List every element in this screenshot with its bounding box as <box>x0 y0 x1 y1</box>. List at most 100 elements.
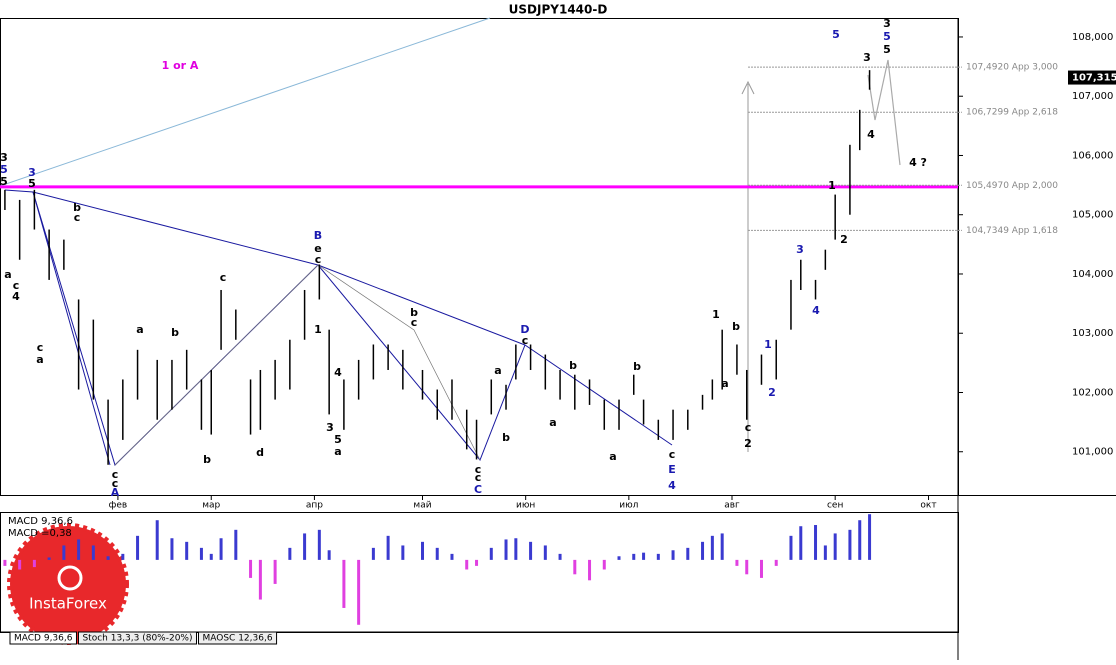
macd-bar <box>759 559 763 578</box>
macd-bar <box>249 559 253 578</box>
macd-bar <box>465 559 469 570</box>
macd-bar <box>799 526 803 560</box>
macd-bar <box>450 553 454 560</box>
macd-bar <box>91 545 95 560</box>
wave-label: B <box>314 229 322 242</box>
macd-bar <box>504 539 508 560</box>
wave-label: b <box>203 453 211 466</box>
wave-label: 5 <box>0 175 8 188</box>
fib-level-label: 106,7299 App 2,618 <box>966 108 1058 118</box>
chart-title: USDJPY1440-D <box>509 3 608 17</box>
wave-label: b <box>410 306 418 319</box>
wave-label: 2 <box>768 386 776 399</box>
wave-label: b <box>633 360 641 373</box>
macd-bar <box>529 541 533 560</box>
x-tick-label: июн <box>516 501 535 511</box>
macd-bar <box>106 556 110 560</box>
tab-box <box>77 631 197 645</box>
indicator-tab[interactable]: Stoch 13,3,3 (80%-20%) <box>77 631 197 645</box>
macd-bar <box>401 545 405 560</box>
macd-bar <box>209 553 213 560</box>
macd-bar <box>317 529 321 560</box>
macd-bar <box>656 553 660 560</box>
wave-label: c <box>669 448 676 461</box>
macd-bar <box>632 553 636 560</box>
macd-bar <box>602 559 606 570</box>
x-tick-label: окт <box>920 501 936 511</box>
wave-label: 2 <box>744 437 752 450</box>
macd-bar <box>170 538 174 560</box>
macd-bar <box>833 533 837 560</box>
wave-label: c <box>112 477 119 490</box>
wave-label: 4 ? <box>909 156 927 169</box>
macd-bar <box>475 559 479 566</box>
macd-bar <box>342 559 346 608</box>
wave-label: b <box>569 359 577 372</box>
macd-bar <box>573 559 577 575</box>
macd-bar <box>32 559 36 568</box>
wave-label: 5 <box>883 30 891 43</box>
macd-bar <box>489 547 493 560</box>
macd-bar <box>642 552 646 560</box>
wave-label: 1 <box>764 338 772 351</box>
wave-label: b <box>502 431 510 444</box>
tab-box <box>9 631 77 645</box>
macd-bar <box>543 545 547 560</box>
wave-label: 1 <box>314 323 322 336</box>
macd-value: MACD =0,38 <box>8 528 72 539</box>
x-tick-label: май <box>413 501 431 511</box>
macd-bar <box>47 557 51 560</box>
wave-label: d <box>256 446 264 459</box>
macd-bar <box>558 553 562 560</box>
target-arrow-head <box>741 80 755 95</box>
wave-label: 5 <box>883 43 891 56</box>
wave-label: 3 <box>883 17 891 30</box>
wave-label: E <box>668 463 676 476</box>
fib-level-label: 105,4970 App 2,000 <box>966 181 1058 191</box>
macd-bar <box>617 556 621 560</box>
fib-level-label: 107,4920 App 3,000 <box>966 63 1058 73</box>
macd-bar <box>435 547 439 560</box>
macd-bar <box>3 559 7 566</box>
y-tick-label: 108,000 <box>1072 32 1113 43</box>
wave-label: c <box>522 334 529 347</box>
wave-label: C <box>474 483 482 496</box>
wave-label: a <box>721 377 728 390</box>
indicator-tab[interactable]: MAOSC 12,36,6 <box>198 631 278 645</box>
wave-label: c <box>112 468 119 481</box>
macd-bar <box>774 559 778 566</box>
wave-label: 4 <box>867 128 875 141</box>
trend-line <box>0 17 491 187</box>
wave-label: b <box>171 326 179 339</box>
subwave-line <box>114 264 481 466</box>
macd-bar <box>710 535 714 560</box>
macd-bar <box>514 538 518 560</box>
wave-label: b <box>732 320 740 333</box>
macd-bar <box>588 559 592 581</box>
wave-label: 5 <box>832 28 840 41</box>
wave-label: a <box>36 353 43 366</box>
logo-text: InstaForex <box>29 595 107 613</box>
wave-label: a <box>609 450 616 463</box>
indicator-tab[interactable]: MACD 9,36,6 <box>9 631 77 645</box>
x-tick-label: мар <box>202 501 220 511</box>
wave-label: c <box>475 471 482 484</box>
wave-label: a <box>136 323 143 336</box>
x-tick-label: сен <box>827 501 843 511</box>
wave-label: 2 <box>840 233 848 246</box>
macd-bar <box>18 559 22 570</box>
wave-label: 4 <box>668 479 676 492</box>
y-tick-label: 106,000 <box>1072 150 1113 161</box>
wave-label: c <box>220 271 227 284</box>
wave-label: e <box>314 242 321 255</box>
wave-label: 3 <box>863 51 871 64</box>
macd-bar <box>745 559 749 575</box>
macd-bar <box>199 547 203 560</box>
y-tick-label: 107,000 <box>1072 91 1113 102</box>
wave-label: c <box>411 316 418 329</box>
macd-bar <box>77 539 81 560</box>
wave-label: a <box>549 416 556 429</box>
wave-label: 3 <box>796 243 804 256</box>
wave-label: a <box>4 268 11 281</box>
